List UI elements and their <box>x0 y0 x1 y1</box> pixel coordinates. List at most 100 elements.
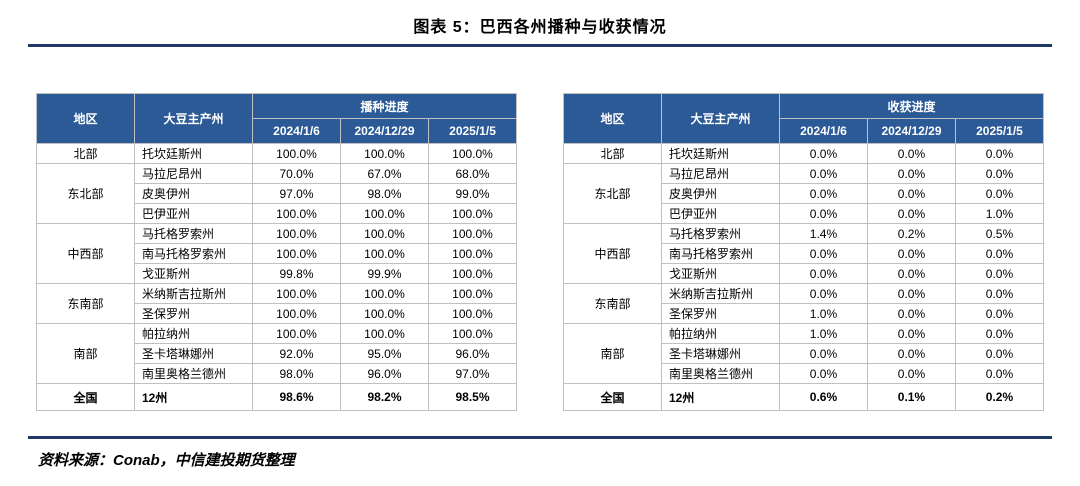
value-cell: 0.0% <box>866 143 956 164</box>
value-cell: 98.0% <box>252 363 341 384</box>
top-divider <box>28 44 1052 47</box>
header-row: 地区 大豆主产州 播种进度 <box>36 93 518 144</box>
value-cell: 96.0% <box>427 343 518 364</box>
table-row: 戈亚斯州 0.0% 0.0% 0.0% <box>563 263 1045 284</box>
table-row: 北部 托坎廷斯州 100.0% 100.0% 100.0% <box>36 143 518 164</box>
state-cell: 戈亚斯州 <box>660 263 780 284</box>
table-row: 戈亚斯州 99.8% 99.9% 100.0% <box>37 263 518 284</box>
state-cell: 帕拉纳州 <box>660 323 780 344</box>
value-cell: 100.0% <box>252 203 341 224</box>
value-cell: 0.0% <box>778 283 868 304</box>
page-title: 图表 5：巴西各州播种与收获情况 <box>413 19 667 36</box>
value-cell: 99.9% <box>340 263 429 284</box>
dates-header-row: 2024/1/6 2024/12/29 2025/1/5 <box>563 118 1045 144</box>
value-cell: 0.0% <box>954 243 1045 264</box>
state-cell: 圣卡塔琳娜州 <box>134 343 253 364</box>
table-row: 东南部 米纳斯吉拉斯州 100.0% 100.0% 100.0% <box>36 283 518 324</box>
value-cell: 67.0% <box>340 163 429 184</box>
table-row: 北部 托坎廷斯州 0.0% 0.0% 0.0% <box>562 143 1045 164</box>
total-value-cell: 98.6% <box>252 383 341 411</box>
state-column-header: 大豆主产州 <box>134 93 253 144</box>
value-cell: 100.0% <box>340 283 429 304</box>
planting-progress-table: 地区 大豆主产州 播种进度 2024/1/6 2024/12/29 2025/1… <box>36 93 518 411</box>
value-cell: 0.0% <box>778 183 868 204</box>
value-cell: 0.0% <box>866 263 956 284</box>
total-value-cell: 0.6% <box>778 383 868 411</box>
state-cell: 南里奥格兰德州 <box>134 363 253 384</box>
value-cell: 0.0% <box>954 343 1045 364</box>
value-cell: 0.0% <box>778 163 868 184</box>
value-cell: 100.0% <box>252 223 341 244</box>
value-cell: 0.0% <box>866 163 956 184</box>
value-cell: 100.0% <box>340 143 429 164</box>
value-cell: 100.0% <box>340 243 429 264</box>
value-cell: 1.4% <box>778 223 868 244</box>
value-cell: 0.0% <box>866 243 956 264</box>
value-cell: 0.0% <box>954 363 1045 384</box>
table-row: 东北部 马拉尼昂州 0.0% 0.0% 0.0% <box>562 163 1045 224</box>
progress-group-header: 收获进度 <box>778 93 1045 119</box>
region-cell: 东南部 <box>562 283 662 324</box>
state-cell: 米纳斯吉拉斯州 <box>660 283 780 304</box>
planting-table-header: 地区 大豆主产州 播种进度 2024/1/6 2024/12/29 2025/1… <box>36 93 518 144</box>
value-cell: 100.0% <box>340 323 429 344</box>
value-cell: 1.0% <box>778 303 868 324</box>
value-cell: 97.0% <box>252 183 341 204</box>
bottom-divider <box>28 436 1052 439</box>
value-cell: 0.0% <box>866 303 956 324</box>
total-state-cell: 12州 <box>134 383 253 411</box>
value-cell: 99.0% <box>427 183 518 204</box>
value-cell: 100.0% <box>252 303 341 324</box>
value-cell: 0.2% <box>866 223 956 244</box>
value-cell: 97.0% <box>427 363 518 384</box>
state-cell: 马拉尼昂州 <box>660 163 780 184</box>
state-cell: 马托格罗索州 <box>660 223 780 244</box>
value-cell: 100.0% <box>427 323 518 344</box>
value-cell: 0.0% <box>954 283 1045 304</box>
value-cell: 0.0% <box>778 363 868 384</box>
date-column-header: 2024/12/29 <box>866 118 956 144</box>
state-cell: 托坎廷斯州 <box>660 143 780 164</box>
total-region-cell: 全国 <box>36 383 135 411</box>
total-row: 全国 12州 0.6% 0.1% 0.2% <box>562 383 1045 411</box>
tables-container: 地区 大豆主产州 播种进度 2024/1/6 2024/12/29 2025/1… <box>36 93 1045 411</box>
table-row: 皮奥伊州 97.0% 98.0% 99.0% <box>37 183 518 204</box>
value-cell: 0.0% <box>778 203 868 224</box>
value-cell: 0.0% <box>866 343 956 364</box>
harvest-table-body: 北部 托坎廷斯州 0.0% 0.0% 0.0% 东北部 马拉尼昂州 0.0% 0.0% 0.0% 皮… <box>562 143 1045 411</box>
harvest-progress-table: 地区 大豆主产州 收获进度 2024/1/6 2024/12/29 2025/1… <box>562 93 1045 411</box>
value-cell: 0.0% <box>954 303 1045 324</box>
value-cell: 95.0% <box>340 343 429 364</box>
value-cell: 0.0% <box>778 143 868 164</box>
table-row: 南马托格罗索州 100.0% 100.0% 100.0% <box>37 243 518 264</box>
value-cell: 100.0% <box>252 283 341 304</box>
total-value-cell: 0.2% <box>954 383 1045 411</box>
region-cell: 东北部 <box>36 163 135 224</box>
value-cell: 0.5% <box>954 223 1045 244</box>
value-cell: 0.0% <box>954 183 1045 204</box>
date-column-header: 2024/12/29 <box>340 118 429 144</box>
value-cell: 99.8% <box>252 263 341 284</box>
total-row: 全国 12州 98.6% 98.2% 98.5% <box>36 383 518 411</box>
table-row: 巴伊亚州 100.0% 100.0% 100.0% <box>37 203 518 224</box>
harvest-table-header: 地区 大豆主产州 收获进度 2024/1/6 2024/12/29 2025/1… <box>562 93 1045 144</box>
value-cell: 1.0% <box>778 323 868 344</box>
value-cell: 0.0% <box>778 343 868 364</box>
value-cell: 100.0% <box>427 143 518 164</box>
table-row: 南马托格罗索州 0.0% 0.0% 0.0% <box>563 243 1045 264</box>
table-row: 圣卡塔琳娜州 92.0% 95.0% 96.0% <box>37 343 518 364</box>
value-cell: 0.0% <box>866 323 956 344</box>
value-cell: 0.0% <box>954 163 1045 184</box>
region-cell: 东南部 <box>36 283 135 324</box>
state-cell: 马拉尼昂州 <box>134 163 253 184</box>
value-cell: 100.0% <box>340 203 429 224</box>
state-cell: 南里奥格兰德州 <box>660 363 780 384</box>
region-cell: 中西部 <box>36 223 135 284</box>
total-state-cell: 12州 <box>660 383 780 411</box>
value-cell: 0.0% <box>954 323 1045 344</box>
table-row: 南里奥格兰德州 98.0% 96.0% 97.0% <box>37 363 518 384</box>
region-cell: 中西部 <box>562 223 662 284</box>
value-cell: 100.0% <box>427 263 518 284</box>
region-cell: 东北部 <box>562 163 662 224</box>
table-row: 圣保罗州 1.0% 0.0% 0.0% <box>563 303 1045 324</box>
